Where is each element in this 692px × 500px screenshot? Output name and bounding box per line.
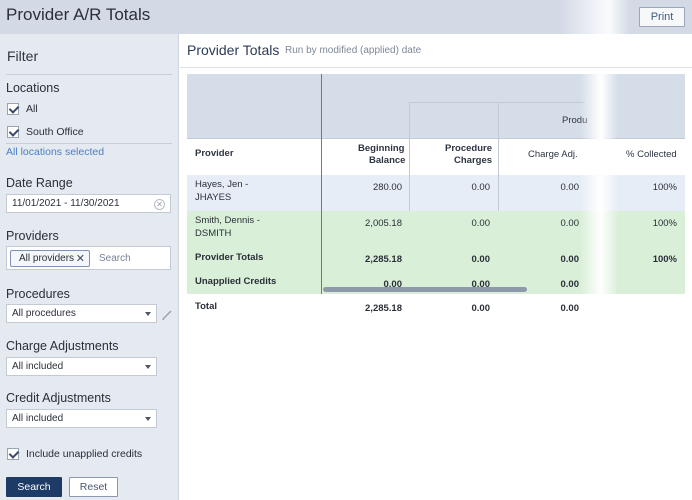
providers-label: Providers bbox=[6, 229, 59, 243]
provider-chip-label: All providers bbox=[19, 253, 75, 264]
location-all-label: All bbox=[26, 103, 38, 115]
total-label: Total bbox=[195, 301, 217, 312]
col-collected-header: % Collected bbox=[626, 149, 677, 160]
include-unapplied-checkbox[interactable]: Include unapplied credits bbox=[7, 448, 142, 460]
locations-label: Locations bbox=[6, 81, 60, 95]
col-beginning-header-line1: Beginning bbox=[358, 143, 405, 154]
header-bar: Provider A/R Totals Print bbox=[0, 0, 692, 34]
report-panel: Provider Totals Run by modified (applied… bbox=[180, 34, 692, 500]
row-charge-adj: 0.00 bbox=[560, 182, 580, 193]
col-beginning-header-line2: Balance bbox=[369, 155, 406, 166]
row-collected: 100% bbox=[652, 182, 677, 193]
col-provider-header: Provider bbox=[195, 148, 234, 159]
clear-icon[interactable]: ✕ bbox=[154, 199, 165, 210]
column-divider bbox=[498, 102, 499, 211]
locations-summary-link[interactable]: All locations selected bbox=[6, 146, 105, 158]
credit-adjustments-value: All included bbox=[12, 413, 64, 424]
row-beginning-balance: 280.00 bbox=[372, 182, 402, 193]
charge-adjustments-value: All included bbox=[12, 361, 64, 372]
pencil-icon[interactable] bbox=[161, 309, 173, 321]
row-provider-line1: Smith, Dennis - bbox=[195, 215, 260, 226]
checkbox-checked-icon[interactable] bbox=[7, 103, 19, 115]
row-charge-adj: 0.00 bbox=[560, 218, 580, 229]
total-procedure: 0.00 bbox=[471, 303, 491, 314]
procedures-value: All procedures bbox=[12, 308, 76, 319]
checkbox-checked-icon[interactable] bbox=[7, 448, 19, 460]
unapplied-procedure: 0.00 bbox=[471, 279, 491, 290]
search-button[interactable]: Search bbox=[6, 477, 62, 497]
row-procedure-charges: 0.00 bbox=[471, 218, 491, 229]
unapplied-credits-label: Unapplied Credits bbox=[195, 276, 277, 287]
horizontal-scrollbar[interactable] bbox=[323, 287, 527, 292]
report-subtitle: Run by modified (applied) date bbox=[285, 45, 422, 56]
group-header-divider bbox=[409, 102, 585, 103]
procedures-select[interactable]: All procedures bbox=[6, 304, 157, 323]
header-fade bbox=[560, 0, 630, 34]
charge-adjustments-select[interactable]: All included bbox=[6, 357, 157, 376]
row-collected: 100% bbox=[652, 218, 677, 229]
totals-collected: 100% bbox=[652, 254, 677, 265]
group-header-production: Produ bbox=[562, 115, 588, 126]
totals-procedure: 0.00 bbox=[471, 254, 491, 265]
totals-charge-adj: 0.00 bbox=[560, 254, 580, 265]
procedures-label: Procedures bbox=[6, 287, 70, 301]
provider-totals-table: Provider Beginning Balance Procedure Cha… bbox=[187, 74, 685, 314]
credit-adjustments-label: Credit Adjustments bbox=[6, 391, 111, 405]
filter-title: Filter bbox=[7, 48, 39, 64]
chevron-down-icon bbox=[145, 365, 151, 369]
credit-adjustments-select[interactable]: All included bbox=[6, 409, 157, 428]
provider-chip[interactable]: All providers ✕ bbox=[10, 250, 90, 267]
include-unapplied-label: Include unapplied credits bbox=[26, 448, 143, 460]
scroll-fade bbox=[580, 74, 618, 304]
date-range-value: 11/01/2021 - 11/30/2021 bbox=[12, 198, 120, 209]
header-bottom-line bbox=[187, 138, 685, 139]
report-title: Provider Totals bbox=[187, 42, 280, 58]
filter-divider bbox=[6, 74, 172, 75]
row-beginning-balance: 2,005.18 bbox=[365, 218, 402, 229]
column-divider bbox=[409, 102, 410, 211]
unapplied-beginning: 0.00 bbox=[383, 279, 403, 290]
frozen-column-divider bbox=[321, 74, 322, 294]
report-divider bbox=[180, 67, 692, 68]
location-south-office-label: South Office bbox=[26, 126, 84, 138]
location-all-checkbox[interactable]: All bbox=[7, 103, 38, 115]
page-title: Provider A/R Totals bbox=[6, 5, 151, 24]
print-button[interactable]: Print bbox=[639, 7, 685, 27]
total-beginning: 2,285.18 bbox=[365, 303, 402, 314]
row-provider-line2: JHAYES bbox=[195, 192, 232, 203]
row-provider-line2: DSMITH bbox=[195, 228, 232, 239]
reset-button[interactable]: Reset bbox=[69, 477, 118, 497]
col-procedure-header-line1: Procedure bbox=[445, 143, 492, 154]
providers-search-placeholder[interactable]: Search bbox=[99, 253, 131, 264]
providers-input[interactable]: All providers ✕ Search bbox=[6, 246, 171, 270]
row-provider-line1: Hayes, Jen - bbox=[195, 179, 249, 190]
total-charge-adj: 0.00 bbox=[560, 303, 580, 314]
location-south-office-checkbox[interactable]: South Office bbox=[7, 126, 84, 138]
row-procedure-charges: 0.00 bbox=[471, 182, 491, 193]
totals-label: Provider Totals bbox=[195, 252, 264, 263]
date-range-label: Date Range bbox=[6, 176, 73, 190]
chevron-down-icon bbox=[145, 312, 151, 316]
col-procedure-header-line2: Charges bbox=[454, 155, 493, 166]
charge-adjustments-label: Charge Adjustments bbox=[6, 339, 119, 353]
filter-sidebar: Filter Locations All South Office All lo… bbox=[0, 34, 179, 500]
unapplied-charge-adj: 0.00 bbox=[560, 279, 580, 290]
totals-beginning: 2,285.18 bbox=[365, 254, 402, 265]
checkbox-checked-icon[interactable] bbox=[7, 126, 19, 138]
locations-divider bbox=[6, 143, 172, 144]
col-charge-adj-header: Charge Adj. bbox=[528, 149, 578, 160]
date-range-input[interactable]: 11/01/2021 - 11/30/2021 ✕ bbox=[6, 194, 171, 213]
remove-chip-icon[interactable]: ✕ bbox=[75, 253, 85, 265]
chevron-down-icon bbox=[145, 417, 151, 421]
